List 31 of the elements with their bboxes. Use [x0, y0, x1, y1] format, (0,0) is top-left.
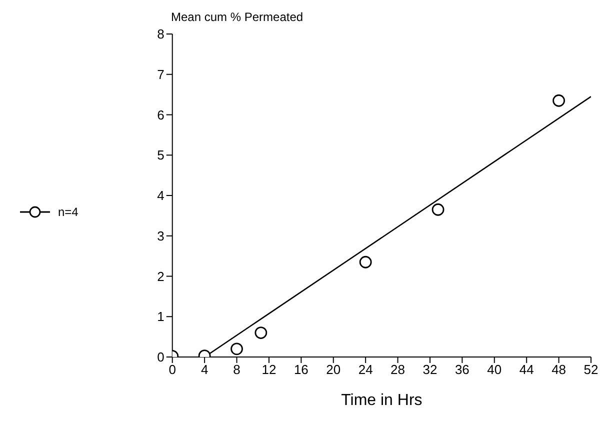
y-axis-title: Mean cum % Permeated [171, 10, 304, 24]
x-tick-label: 12 [262, 362, 276, 378]
point [432, 203, 444, 216]
y-tick-label: 2 [157, 268, 164, 284]
y-tick-label: 3 [157, 228, 164, 244]
y-tick-label: 0 [157, 350, 164, 365]
x-tick-label: 16 [294, 362, 308, 378]
x-tick-label: 36 [454, 362, 470, 378]
y-tick-label: 5 [157, 148, 164, 163]
point [230, 342, 243, 356]
x-tick-label: 8 [233, 362, 240, 378]
x-tick-label: 44 [519, 362, 534, 378]
y-tick-label: 4 [157, 188, 164, 204]
x-tick-label: 52 [584, 362, 598, 378]
x-tick-label: 4 [200, 362, 208, 378]
legend-label: n=4 [58, 204, 78, 218]
x-axis-title: Time in Hrs [341, 392, 422, 409]
y-tick-label: 7 [157, 66, 164, 82]
x-tick-label: 0 [168, 362, 176, 378]
point [359, 256, 372, 268]
x-tick-label: 24 [358, 362, 373, 378]
point [552, 94, 565, 107]
y-tick-label: 8 [157, 26, 164, 42]
x-tick-label: 40 [487, 362, 502, 378]
x-tick-label: 32 [422, 362, 438, 378]
x-tick-label: 28 [390, 362, 406, 378]
y-tick-label: 1 [157, 309, 164, 324]
x-tick-label: 48 [552, 362, 566, 378]
y-tick-label: 6 [157, 107, 164, 122]
point [254, 326, 268, 339]
x-tick-label: 20 [326, 362, 341, 378]
